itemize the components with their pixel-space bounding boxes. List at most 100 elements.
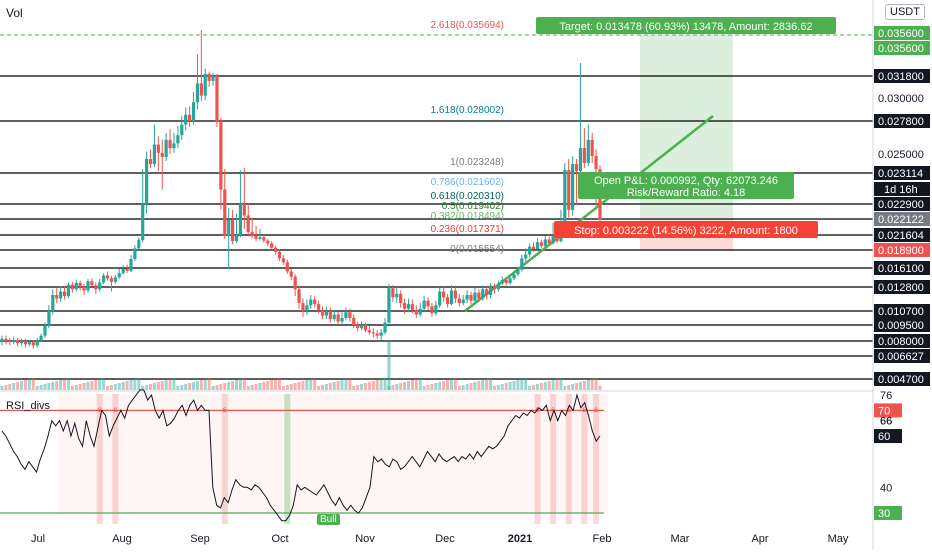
volume-bar [172,378,176,390]
candle-body [356,325,360,329]
volume-bar [426,385,430,390]
volume-bar [317,386,321,390]
date-tick-label: Nov [355,533,375,545]
volume-bar [485,379,489,390]
volume-bar [528,386,532,390]
price-axis-badge [874,243,930,257]
volume-bar [473,382,477,390]
volume-bar [559,378,563,390]
volume-bar [356,385,360,390]
volume-bar [532,385,536,390]
candle-body [313,299,317,305]
volume-bar [422,386,426,390]
volume-bar [582,381,586,390]
candle-body [414,309,418,315]
price-axis-badge-label: 0.016100 [878,263,924,275]
volume-bar [4,385,8,390]
candle-body [168,139,172,149]
volume-bar [524,378,528,390]
rsi-indicator-label[interactable]: RSI_divs [6,400,51,412]
fib-level-label: 1(0.023248) [450,157,504,168]
volume-bar [39,385,43,390]
volume-bar [512,381,516,390]
candle-body [496,283,500,290]
candle-body [172,143,176,149]
volume-bar [305,380,309,390]
price-axis-badge-label: 0.018900 [878,245,924,257]
volume-bar [379,379,383,390]
volume-bar [449,379,453,390]
price-axis-badge-label: 0.012800 [878,282,924,294]
candle-body [512,274,516,279]
candle-body [473,292,477,301]
candle-body [51,295,55,311]
candle-body [262,237,266,241]
candle-body [371,332,375,334]
stop-label-box [554,221,818,238]
price-axis-badge [874,182,930,196]
volume-bar [70,386,74,390]
candle-body [578,148,583,172]
candle-body [160,152,164,158]
rsi-divergence-marker: s [551,405,555,414]
currency-badge[interactable]: USDT [885,4,925,20]
candle-body [273,247,278,252]
rsi-divergence-band [221,394,228,524]
volume-bar [223,383,227,390]
candle-body [332,314,336,320]
candle-body [121,268,125,274]
date-tick-label: May [828,533,849,545]
fib-level-label: 0.786(0.021602) [431,177,504,188]
volume-bar [31,378,35,390]
volume-bar [203,379,207,390]
volume-bar [410,380,414,390]
volume-bar [63,379,67,390]
candle-body [328,311,332,320]
date-tick-label: Sep [190,533,210,545]
stop-label: Stop: 0.003222 (14.56%) 3222, Amount: 18… [574,225,798,237]
candle-body [457,298,461,303]
volume-bar [55,381,59,390]
rsi-axis-tick: 40 [880,482,892,494]
candle-body [520,258,524,270]
candle-body [504,280,508,283]
fib-level-label: 1.618(0.028002) [431,105,504,116]
volume-bar [504,383,508,390]
volume-bar [113,384,117,390]
volume-bar [414,379,418,390]
price-axis-badge-label: 0.004700 [878,374,924,386]
bull-divergence-badge: Bull [317,514,340,525]
volume-bar [82,383,86,390]
volume-bar [320,385,324,390]
candle-body [141,204,145,241]
volume-bar [211,386,215,390]
candle-body [105,275,110,279]
candle-body [297,289,301,303]
volume-bar [66,378,70,390]
price-axis-badge-label: 0.022900 [878,199,924,211]
volume-bar [246,386,250,390]
rsi-background-fill [58,394,608,513]
candle-body [277,251,282,259]
volume-bar [0,386,4,390]
rsi-axis-badge-label: 60 [878,431,890,443]
candle-body [145,159,149,204]
candle-body [438,291,442,306]
volume-bar [328,383,332,390]
price-axis-badge [874,228,930,242]
candle-body [0,338,4,343]
rsi-axis-badge [874,429,902,444]
price-axis-badge-label: 0.021604 [878,230,924,242]
volume-bar [520,379,524,390]
candle-body [293,276,297,290]
volume-bar [469,383,473,390]
candle-body [78,282,82,287]
candle-body [340,318,344,322]
rsi-divergence-band [550,394,557,524]
rsi-line [1,389,601,522]
candle-body [418,308,422,315]
volume-bar [442,381,446,390]
volume-bar [8,384,12,390]
volume-bar [453,378,457,390]
